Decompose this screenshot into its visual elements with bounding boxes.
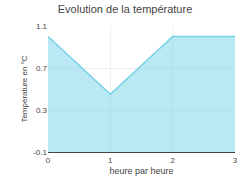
svg-text:1.1: 1.1 xyxy=(36,22,48,31)
svg-text:1: 1 xyxy=(108,156,113,165)
svg-text:0: 0 xyxy=(46,156,51,165)
svg-text:3: 3 xyxy=(233,156,238,165)
svg-text:2: 2 xyxy=(170,156,175,165)
svg-text:Evolution de la température: Evolution de la température xyxy=(58,3,193,15)
svg-text:Température en °C: Température en °C xyxy=(20,55,29,122)
svg-text:0.3: 0.3 xyxy=(36,106,48,115)
svg-text:heure par heure: heure par heure xyxy=(109,166,173,176)
svg-text:-0.1: -0.1 xyxy=(33,148,47,157)
svg-text:0.7: 0.7 xyxy=(36,64,48,73)
